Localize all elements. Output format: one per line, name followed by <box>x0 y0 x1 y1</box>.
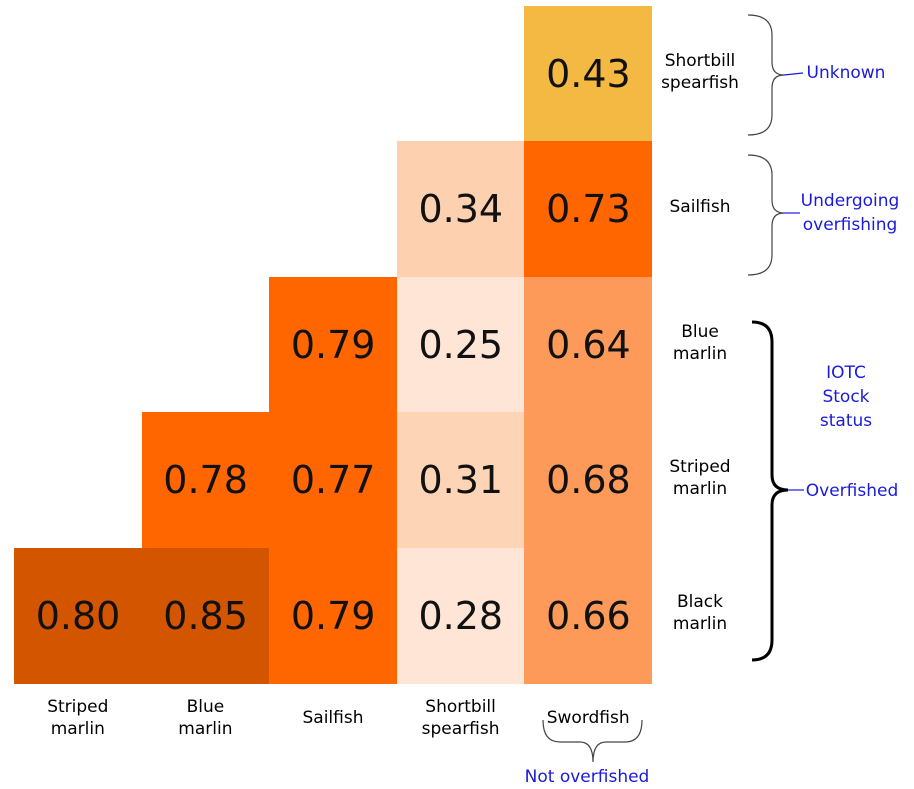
heat-cell: 0.25 <box>396 276 525 413</box>
row-label: Shortbill spearfish <box>661 50 739 93</box>
row-label: Black marlin <box>672 592 728 635</box>
heat-cell: 0.43 <box>524 6 653 142</box>
heat-cell: 0.66 <box>524 547 653 684</box>
row-label: Sailfish <box>669 197 731 218</box>
column-label: Sailfish <box>302 708 364 728</box>
heat-cell: 0.68 <box>524 412 653 549</box>
heat-cell: 0.77 <box>269 412 398 549</box>
heat-cell: 0.79 <box>269 547 398 684</box>
heat-cell: 0.28 <box>396 547 525 684</box>
heat-cell: 0.79 <box>269 276 398 413</box>
annotation: Unknown <box>806 63 886 83</box>
brace-overfished <box>751 320 789 662</box>
column-label: Shortbill spearfish <box>421 697 500 739</box>
heat-cell: 0.64 <box>524 276 653 413</box>
row-label: Blue marlin <box>672 321 728 364</box>
brace-not-overfished <box>542 719 643 763</box>
heat-cell: 0.31 <box>396 412 525 549</box>
annotation: IOTC Stock status <box>819 363 873 431</box>
column-label: Swordfish <box>546 708 630 728</box>
brace-undergoing <box>747 154 785 276</box>
connector <box>783 72 804 76</box>
brace-unknown <box>747 14 785 136</box>
annotation: Overfished <box>805 481 899 501</box>
annotation: Undergoing overfishing <box>800 191 900 235</box>
heat-cell: 0.34 <box>396 141 525 278</box>
heat-cell: 0.85 <box>141 547 270 684</box>
heat-cell: 0.73 <box>524 141 653 278</box>
heat-cell: 0.78 <box>141 412 270 549</box>
annotation: Not overfished <box>524 767 650 787</box>
row-label: Striped marlin <box>669 456 731 499</box>
column-label: Blue marlin <box>178 697 233 739</box>
column-label: Striped marlin <box>47 697 109 739</box>
heat-cell: 0.80 <box>14 547 142 684</box>
